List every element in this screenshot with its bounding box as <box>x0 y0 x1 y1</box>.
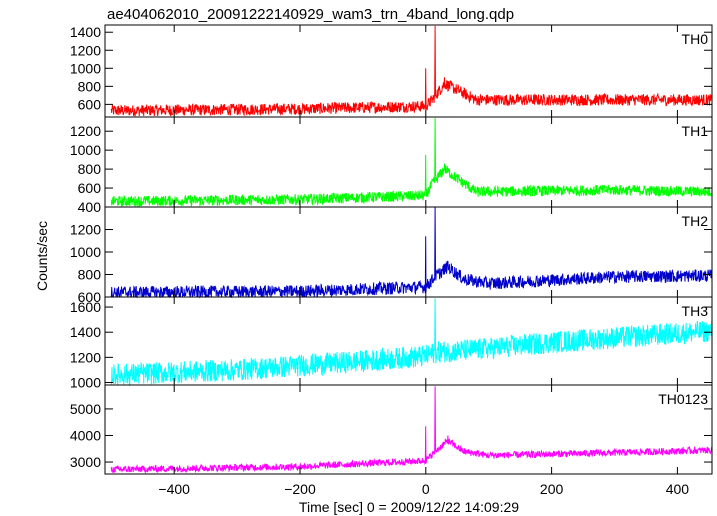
y-tick-label: 800 <box>78 78 102 94</box>
y-tick-label: 600 <box>78 180 102 196</box>
y-tick-label: 800 <box>78 161 102 177</box>
series-line-th1 <box>110 117 713 208</box>
panel-th0: 600 800 1000 1200 1400 TH0 <box>70 24 713 118</box>
y-tick-label: 1200 <box>70 42 101 58</box>
panel-th2: 600 800 1000 1200 TH2 <box>70 206 713 305</box>
y-tick-label: 1600 <box>70 299 101 315</box>
y-tick-label: 1400 <box>70 24 101 40</box>
chart-title: ae404062010_20091222140929_wam3_trn_4ban… <box>107 6 514 23</box>
x-tick-label: 400 <box>666 481 690 497</box>
panel-th1: 400 600 800 1000 1200 TH1 <box>70 116 713 215</box>
y-tick-label: 1400 <box>70 324 101 340</box>
series-line-th0123 <box>110 386 713 474</box>
y-tick-label: 3000 <box>70 454 101 470</box>
x-tick-label: −400 <box>158 481 190 497</box>
panel-th3: 1000 1200 1400 1600 TH3 <box>70 296 713 390</box>
y-tick-label: 1000 <box>70 374 101 390</box>
series-line-th0 <box>110 25 713 117</box>
y-tick-label: 4000 <box>70 427 101 443</box>
y-tick-label: 1200 <box>70 123 101 139</box>
y-tick-label: 5000 <box>70 401 101 417</box>
panel-th0123: 3000 4000 5000 TH0123 <box>70 384 713 475</box>
y-tick-label: 400 <box>78 199 102 215</box>
panel-label-th2: TH2 <box>682 213 709 229</box>
x-tick-label: −200 <box>284 481 316 497</box>
y-axis-label: Counts/sec <box>34 221 50 291</box>
y-tick-label: 1000 <box>70 244 101 260</box>
y-tick-label: 600 <box>78 96 102 112</box>
y-tick-label: 1000 <box>70 60 101 76</box>
y-tick-label: 600 <box>78 289 102 305</box>
panel-frame <box>104 206 713 298</box>
y-tick-label: 800 <box>78 267 102 283</box>
y-tick-label: 1000 <box>70 142 101 158</box>
y-tick-label: 1200 <box>70 349 101 365</box>
panels: 600 800 1000 1200 1400 TH0 400 600 800 1000 1200 TH… <box>70 24 713 475</box>
x-tick-label: 0 <box>422 481 430 497</box>
panel-label-th0123: TH0123 <box>658 391 708 407</box>
y-tick-label: 1200 <box>70 222 101 238</box>
x-axis: −400 −200 0 200 400 <box>158 481 689 497</box>
panel-frame <box>104 384 713 475</box>
x-tick-label: 200 <box>540 481 564 497</box>
series-line-th2 <box>110 206 713 299</box>
series-line-th3 <box>110 298 713 387</box>
panel-label-th0: TH0 <box>682 31 709 47</box>
panel-label-th3: TH3 <box>682 303 709 319</box>
x-axis-label: Time [sec] 0 = 2009/12/22 14:09:29 <box>299 499 519 515</box>
panel-label-th1: TH1 <box>682 123 709 139</box>
